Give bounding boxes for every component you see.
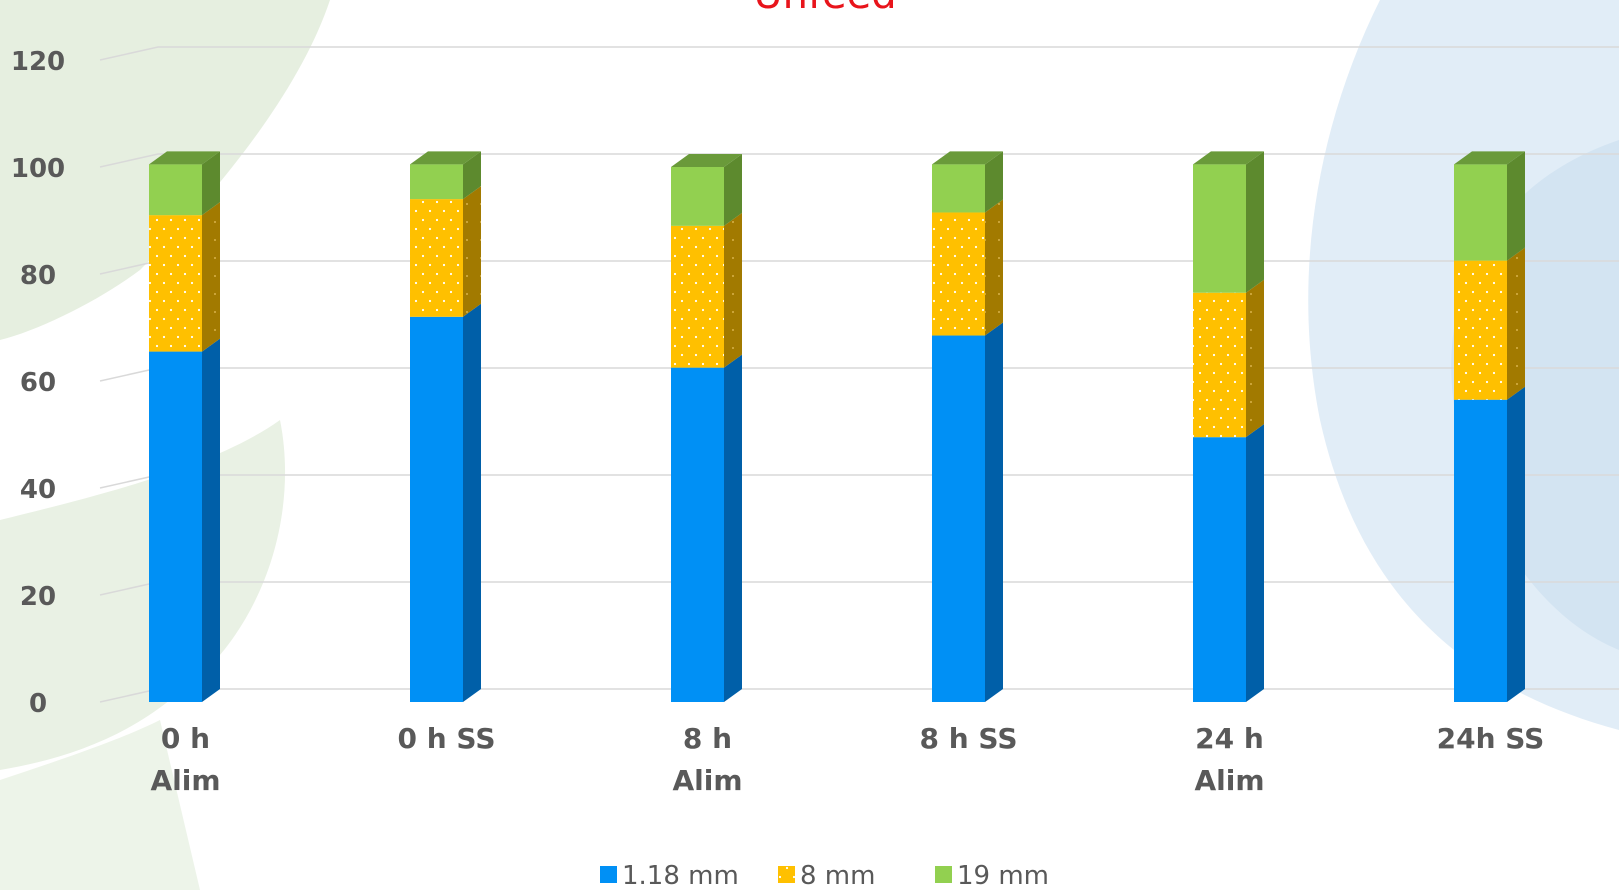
bar-segment-front (1454, 399, 1507, 702)
bar-segment-side (724, 212, 742, 368)
bar-top-face (1454, 151, 1525, 165)
legend-swatch (935, 866, 952, 883)
bar-segment-front (410, 199, 463, 317)
bar-segment-front (1454, 164, 1507, 261)
bar-segment-front (932, 212, 985, 336)
chart-title: Unfeed (753, 0, 896, 18)
bar-segment-side (1507, 151, 1525, 261)
y-tick-label: 100 (11, 154, 65, 184)
category-label: 24h SS (1437, 722, 1545, 755)
x-axis-categories: 0 h Alim 0 h SS 8 h Alim 8 h SS 24 h Alim 24h SS (150, 722, 1544, 797)
bar-top-face (671, 154, 742, 167)
y-axis-ticks: 0 20 40 60 80 100 120 (11, 47, 65, 719)
grid-lines (99, 46, 1619, 703)
bar-segment-front (671, 367, 724, 702)
bar-segment-side (463, 186, 481, 317)
green-band-decoration (0, 720, 200, 890)
category-label: 8 h SS (920, 722, 1018, 755)
category-label: Alim (672, 764, 742, 797)
legend-label: 19 mm (957, 861, 1049, 890)
category-label: Alim (150, 764, 220, 797)
y-tick-label: 60 (20, 368, 56, 398)
y-tick-label: 20 (20, 582, 56, 612)
bar-segment-side (724, 354, 742, 702)
gridline (99, 688, 1619, 703)
y-tick-label: 120 (11, 47, 65, 77)
bar-segment-front (671, 225, 724, 368)
bar-segment-side (463, 303, 481, 702)
category-label: 24 h (1195, 722, 1264, 755)
bar-segment-side (202, 151, 220, 216)
bar-segment-side (1246, 151, 1264, 293)
bar-segment-side (1246, 424, 1264, 702)
bar-top-face (1193, 151, 1264, 165)
bar-segment-side (985, 322, 1003, 702)
bar-segment-front (932, 335, 985, 702)
gridline (99, 153, 1619, 168)
bar-segment-side (1507, 386, 1525, 702)
bar-segment-side (985, 199, 1003, 336)
gridline (99, 367, 1619, 382)
bar-segment-side (985, 151, 1003, 213)
bar-segment-front (671, 167, 724, 226)
bar-segment-side (202, 202, 220, 352)
category-label: 0 h (161, 722, 210, 755)
legend-swatch (778, 866, 795, 883)
bar-segment-front (932, 164, 985, 213)
gridline (99, 260, 1619, 275)
category-label: Alim (1194, 764, 1264, 797)
y-tick-label: 80 (20, 261, 56, 291)
bar-segment-side (724, 154, 742, 226)
bar-segment-side (202, 338, 220, 702)
gridline (99, 46, 1619, 61)
bar-top-face (932, 151, 1003, 165)
category-label: 8 h (683, 722, 732, 755)
y-tick-label: 0 (29, 689, 47, 719)
gridline (99, 581, 1619, 596)
category-label: 0 h SS (398, 722, 496, 755)
y-tick-label: 40 (20, 475, 56, 505)
bar-top-face (149, 151, 220, 165)
bar-segment-side (1507, 247, 1525, 400)
bar-segment-front (1454, 260, 1507, 400)
bar-segment-front (1193, 292, 1246, 438)
bar-segment-front (149, 351, 202, 702)
bar-segment-side (463, 151, 481, 200)
bar-segment-front (149, 164, 202, 216)
bars (149, 151, 1525, 702)
bar-segment-front (1193, 164, 1246, 293)
legend-label: 8 mm (800, 861, 875, 890)
legend: 1.18 mm 8 mm 19 mm (600, 861, 1049, 890)
bar-segment-front (149, 215, 202, 352)
bar-segment-side (1246, 279, 1264, 438)
bar-segment-front (410, 164, 463, 200)
legend-label: 1.18 mm (622, 861, 739, 890)
bar-top-face (410, 151, 481, 165)
bar-segment-front (410, 316, 463, 702)
bar-segment-front (1193, 437, 1246, 702)
legend-swatch (600, 866, 617, 883)
gridline (99, 474, 1619, 489)
